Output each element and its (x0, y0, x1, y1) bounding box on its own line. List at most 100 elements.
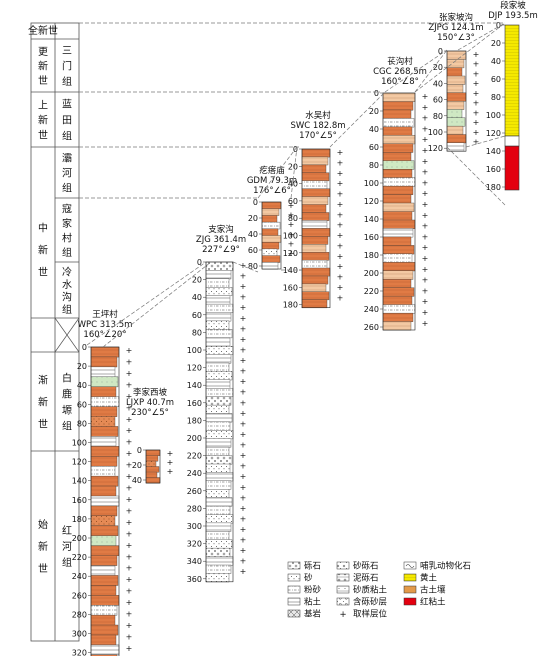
era-label-char: 新 (38, 114, 48, 127)
depth-tick-label: 20 (369, 107, 379, 116)
depth-tick-label: 260 (72, 591, 87, 600)
section-layer (301, 196, 329, 205)
section-layer (90, 535, 117, 546)
depth-tick-label: 160 (72, 496, 87, 505)
era-label-char: 世 (38, 563, 48, 575)
section-layer (205, 337, 231, 347)
section-layer (90, 446, 120, 457)
legend-swatch (287, 597, 301, 606)
section-layer (301, 252, 330, 261)
depth-tick-label: 100 (428, 128, 443, 137)
section-layer (382, 304, 416, 314)
section-outline (261, 201, 282, 270)
section-layer (90, 485, 117, 497)
sample-marker: + (240, 536, 247, 545)
legend-item-sandgravel: 砂砾石 (336, 561, 379, 572)
formation-label-char: 白 (62, 372, 72, 385)
sample-marker: + (473, 50, 480, 59)
section-layer (90, 505, 118, 517)
sample-marker: + (126, 403, 133, 412)
formation-label-char: 组 (62, 420, 72, 433)
sample-marker: + (240, 314, 247, 323)
section-layer (382, 287, 415, 297)
sample-marker: + (422, 157, 429, 166)
depth-tick-label: 240 (187, 469, 202, 478)
section-layer (301, 291, 330, 301)
era-label-char: 新 (38, 60, 48, 73)
depth-tick-label: 140 (187, 381, 202, 390)
sample-marker: + (422, 276, 429, 285)
legend-swatch (287, 561, 301, 570)
section-layer (382, 101, 414, 111)
sample-marker: + (422, 103, 429, 112)
sample-marker: + (240, 367, 247, 376)
section-layer (205, 320, 230, 330)
era-label-char: 渐 (38, 374, 48, 387)
section-layer (446, 92, 467, 102)
section-layer (382, 185, 414, 195)
section-layer (382, 169, 413, 179)
formation-label-char: 组 (62, 556, 72, 569)
legend-swatch (403, 597, 417, 606)
legend-label: 古土壤 (420, 585, 446, 596)
section-layer (301, 244, 327, 253)
depth-tick-label: 0 (82, 343, 87, 352)
depth-tick-label: 80 (288, 214, 298, 223)
sample-marker: + (337, 241, 344, 250)
section-layer (446, 125, 464, 135)
legend-label: 红粘土 (420, 597, 446, 608)
sample-marker: + (240, 462, 247, 471)
section-layer (205, 497, 233, 507)
sample-marker: + (473, 69, 480, 78)
section-title-line: 疙瘩庙 (259, 165, 285, 176)
section-layer (90, 595, 120, 606)
sample-marker: + (126, 575, 133, 584)
section-layer (205, 564, 232, 574)
formation-label-char: 门 (62, 60, 72, 73)
section-layer (382, 126, 413, 136)
section-title-line: 170°∠5° (299, 131, 337, 141)
section-layer (382, 253, 413, 263)
depth-tick-label: 320 (72, 649, 87, 656)
sample-marker: + (240, 293, 247, 302)
section-layer (205, 455, 233, 465)
sample-marker: + (422, 178, 429, 187)
sample-marker: + (240, 324, 247, 333)
sample-marker: + (126, 518, 133, 527)
legend-item-loess: 黄土 (403, 573, 438, 584)
depth-tick-label: 80 (192, 328, 202, 337)
sample-marker: + (240, 356, 247, 365)
section-outline (90, 346, 120, 656)
sample-marker: + (240, 335, 247, 344)
legend-item-paleosol: 古土壤 (403, 585, 446, 596)
section-layer (205, 413, 233, 423)
depth-tick-label: 0 (137, 446, 142, 455)
legend-swatch (287, 585, 301, 594)
legend-label: 砂质粘土 (353, 585, 388, 596)
section-layer (205, 531, 230, 541)
section-title-line: 160°∠20° (83, 330, 126, 340)
legend-box (287, 557, 555, 649)
legend-label: 含砾砂层 (353, 597, 387, 608)
section-title-line: 227°∠9° (202, 245, 240, 255)
section-outline (446, 50, 467, 152)
sample-marker: + (126, 484, 133, 493)
section-layer (446, 67, 463, 77)
era-label-char: 上 (38, 100, 48, 112)
depth-tick-label: 20 (433, 63, 443, 72)
depth-tick-label: 0 (374, 89, 379, 98)
section-layer (382, 92, 416, 102)
legend-label: 粘土 (304, 597, 322, 608)
section-layer (145, 460, 157, 467)
legend-item-sandyclay: 砂质粘土 (336, 585, 388, 596)
depth-tick-label: 20 (192, 276, 202, 285)
sample-marker: + (126, 506, 133, 515)
depth-tick-label: 200 (72, 534, 87, 543)
loess-layer (504, 24, 520, 137)
section-layer (301, 275, 329, 285)
section-title-line: CGC 268.5m (373, 67, 427, 77)
depth-tick-label: 0 (438, 47, 443, 56)
section-layer (261, 228, 279, 236)
